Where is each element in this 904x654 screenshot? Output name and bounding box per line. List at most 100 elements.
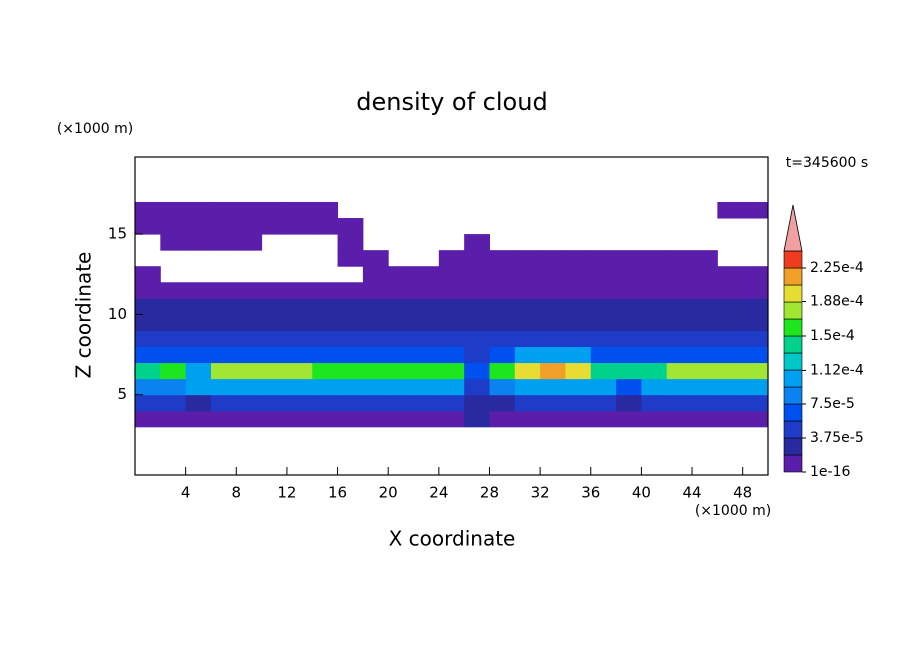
contour-cell [616,250,642,267]
contour-cell [692,330,718,348]
colorbar-band [783,352,803,371]
contour-cell [261,394,288,412]
contour-cell [489,410,516,428]
contour-cell [286,346,313,364]
contour-cell [413,394,440,412]
contour-cell [362,282,389,299]
contour-cell [312,362,339,380]
contour-cell [489,330,516,348]
contour-cell [261,201,288,219]
contour-cell [692,266,718,283]
contour-cell [236,330,263,348]
field [135,201,769,428]
colorbar-band [783,403,803,422]
contour-cell [185,234,212,251]
contour-cell [388,314,415,331]
contour-cell [717,266,744,283]
contour-cell [666,298,693,315]
contour-cell [312,298,339,315]
y-tick-label: 10 [108,305,127,323]
colorbar-tick-label: 1.5e-4 [810,328,855,344]
contour-cell [464,282,490,299]
contour-cell [210,201,237,219]
contour-cell [135,330,161,348]
contour-cell [236,234,263,251]
contour-cell [641,314,668,331]
contour-cell [565,346,592,364]
contour-cell [464,314,490,331]
colorbar-band [783,318,803,337]
contour-cell [742,394,769,412]
contour-cell [210,410,237,428]
contour-cell [362,410,389,428]
contour-cell [514,346,541,364]
contour-cell [641,282,668,299]
contour-cell [565,250,592,267]
contour-cell [540,314,566,331]
contour-cell [160,234,187,251]
contour-cell [464,266,490,283]
contour-cell [185,378,212,396]
colorbar-band [783,437,803,456]
contour-cell [210,234,237,251]
contour-cell [135,201,161,219]
contour-cell [438,250,465,267]
contour-cell [464,378,490,396]
contour-cell [489,314,516,331]
contour-cell [286,410,313,428]
contour-cell [438,266,465,283]
contour-cell [616,282,642,299]
contour-cell [413,378,440,396]
x-tick-label: 48 [733,484,752,502]
colorbar-tick-label: 1e-16 [810,464,850,480]
contour-cell [717,298,744,315]
contour-cell [413,266,440,283]
contour-cell [286,218,313,235]
contour-cell [565,410,592,428]
contour-cell [337,410,364,428]
contour-cell [565,378,592,396]
contour-cell [616,394,642,412]
contour-cell [388,266,415,283]
contour-cell [514,410,541,428]
contour-cell [565,282,592,299]
contour-cell [362,362,389,380]
contour-cell [590,346,617,364]
contour-cell [362,314,389,331]
contour-cell [692,362,718,380]
contour-cell [185,201,212,219]
contour-cell [438,394,465,412]
colorbar-band [783,267,803,286]
contour-cell [413,330,440,348]
contour-cell [160,410,187,428]
contour-cell [388,394,415,412]
colorbar-band [783,301,803,320]
contour-cell [337,314,364,331]
contour-cell [236,201,263,219]
colorbar-tick-label: 1.88e-4 [810,294,864,310]
contour-cell [590,314,617,331]
contour-cell [565,298,592,315]
contour-cell [666,394,693,412]
contour-cell [616,314,642,331]
contour-cell [261,298,288,315]
contour-cell [641,266,668,283]
contour-cell [185,346,212,364]
contour-cell [388,282,415,299]
contour-cell [666,282,693,299]
contour-cell [692,378,718,396]
contour-cell [590,250,617,267]
contour-cell [312,282,339,299]
contour-cell [692,410,718,428]
contour-cell [489,362,516,380]
contour-cell [514,266,541,283]
contour-cell [438,410,465,428]
x-axis-label: X coordinate [389,527,516,551]
contour-cell [742,346,769,364]
y-tick-label: 15 [108,225,127,243]
contour-cell [641,346,668,364]
contour-cell [236,410,263,428]
contour-cell [236,218,263,235]
contour-cell [438,378,465,396]
contour-cell [692,250,718,267]
